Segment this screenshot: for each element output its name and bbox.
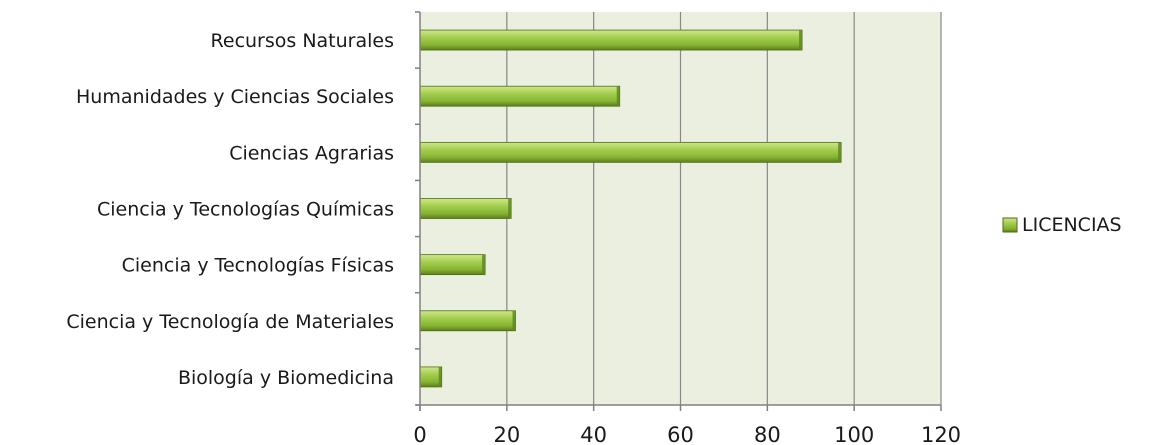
x-tick-label: 100 (834, 423, 874, 445)
category-label: Ciencia y Tecnologías Físicas (122, 255, 394, 277)
category-label: Recursos Naturales (211, 30, 394, 52)
x-tick-label: 120 (921, 423, 961, 445)
bar-5 (419, 310, 516, 332)
legend-label: LICENCIAS (1022, 214, 1122, 236)
legend: LICENCIAS (1002, 214, 1122, 236)
category-label: Ciencia y Tecnologías Químicas (97, 199, 394, 221)
x-tick-label: 80 (754, 423, 781, 445)
bar-1 (419, 85, 621, 107)
category-labels: Recursos Naturales Humanidades y Ciencias… (66, 30, 394, 389)
x-tick-labels: 0 20 40 60 80 100 120 (413, 423, 961, 445)
gridlines (506, 12, 942, 405)
category-label: Ciencias Agrarias (229, 142, 394, 164)
legend-swatch (1002, 217, 1018, 233)
category-label: Biología y Biomedicina (178, 367, 394, 389)
bar-4 (419, 254, 486, 276)
axes (415, 11, 942, 411)
bar-3 (419, 198, 512, 219)
x-tick-label: 20 (493, 423, 520, 445)
bars (419, 29, 842, 388)
bar-6 (419, 366, 443, 388)
category-label: Ciencia y Tecnología de Materiales (66, 311, 394, 333)
x-tick-label: 60 (667, 423, 694, 445)
x-tick-label: 40 (580, 423, 607, 445)
bar-2 (419, 141, 842, 163)
category-label: Humanidades y Ciencias Sociales (76, 86, 394, 108)
x-tick-label: 0 (413, 423, 426, 445)
bar-0 (419, 29, 803, 51)
